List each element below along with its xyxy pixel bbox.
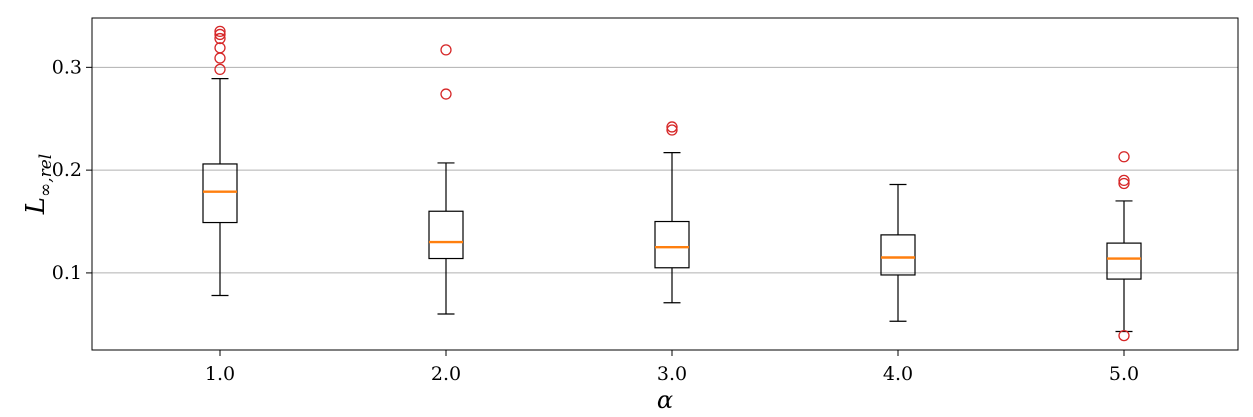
y-tick-label: 0.3 xyxy=(52,56,82,78)
outlier-point xyxy=(1118,177,1130,190)
outlier-point xyxy=(666,124,678,136)
x-axis-label: α xyxy=(657,386,673,414)
outlier-point xyxy=(214,63,226,76)
plot-area-frame xyxy=(91,17,1239,351)
box-3.0 xyxy=(654,121,690,304)
outlier-point xyxy=(214,32,226,45)
x-tick-label: 4.0 xyxy=(883,363,913,385)
box-2.0 xyxy=(428,44,464,315)
outlier-point xyxy=(214,28,226,41)
box-1.0 xyxy=(202,25,238,297)
x-tick-label: 5.0 xyxy=(1109,363,1139,385)
outlier-point xyxy=(214,42,226,54)
outlier-point xyxy=(1118,174,1130,187)
interquartile-box xyxy=(1106,242,1142,280)
box-5.0 xyxy=(1106,151,1142,342)
y-axis-label-group: L∞,rel xyxy=(21,154,56,215)
outlier-point xyxy=(1118,151,1130,163)
outlier-point xyxy=(1118,329,1130,342)
box-4.0 xyxy=(880,183,916,322)
y-axis-label-main: L xyxy=(21,197,51,215)
outlier-point xyxy=(214,25,226,38)
interquartile-box xyxy=(202,163,238,224)
y-axis-label-subscript: ∞,rel xyxy=(36,154,56,197)
y-tick-label: 0.2 xyxy=(52,159,82,181)
y-tick-label: 0.1 xyxy=(52,262,82,284)
box-series xyxy=(202,25,1142,342)
grid-lines xyxy=(92,66,1238,274)
interquartile-box xyxy=(654,220,690,269)
x-tick-label: 2.0 xyxy=(431,363,461,385)
interquartile-box xyxy=(880,234,916,276)
outlier-point xyxy=(440,88,452,100)
x-tick-label: 1.0 xyxy=(205,363,235,385)
y-axis-label: L∞,rel xyxy=(21,154,56,215)
interquartile-box xyxy=(428,210,464,260)
axis-ticks: 0.1 0.2 0.3 1.0 2.0 3.0 4.0 5.0 xyxy=(52,56,1139,385)
outlier-point xyxy=(440,44,452,56)
outlier-point xyxy=(666,121,678,133)
outlier-point xyxy=(214,52,226,64)
x-tick-label: 3.0 xyxy=(657,363,687,385)
